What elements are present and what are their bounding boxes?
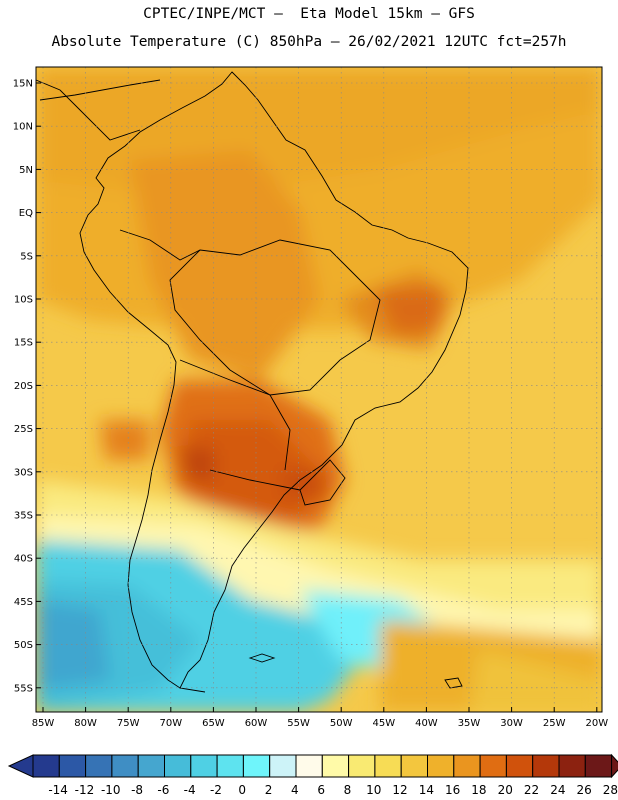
colorbar-label: 6 [317,783,325,797]
colorbar-swatch [111,754,139,778]
islands [248,653,463,689]
lon-label: 40W [415,718,438,729]
lat-label: 35S [14,511,33,522]
lon-label: 30W [500,718,523,729]
colorbar-swatch [348,754,376,778]
colorbar-label: 10 [366,783,381,797]
colorbar-swatch [58,754,87,778]
lon-label: 55W [287,718,310,729]
colorbar-label: 22 [524,783,539,797]
colorbar-swatch [400,754,429,778]
colorbar-label: -8 [131,783,143,797]
lat-label: 15S [14,338,33,349]
lat-label: 5N [19,165,33,176]
colorbar-swatch [505,754,534,778]
lat-label: 30S [14,467,33,478]
lat-label: 20S [14,381,33,392]
colorbar-label: -4 [184,783,196,797]
colorbar-label: 2 [265,783,273,797]
colorbar-label: 0 [238,783,246,797]
colorbar-swatch [427,754,455,778]
lat-label: 55S [14,683,33,694]
header-line-1: CPTEC/INPE/MCT – Eta Model 15km – GFS [143,6,475,22]
lat-label: 50S [14,640,33,651]
lat-label: 5S [20,251,33,262]
colorbar-swatch [479,754,507,778]
lon-label: 50W [330,718,353,729]
lon-label: 70W [159,718,182,729]
colorbar-swatch [584,754,613,778]
colorbar-label: 4 [291,783,299,797]
colorbar-swatch [190,754,218,778]
colorbar-low-arrow [7,754,34,778]
colorbar-swatch [321,754,350,778]
colorbar-swatch [242,754,271,778]
colorbar-label: -6 [157,783,169,797]
colorbar-label: -12 [75,783,95,797]
colorbar-swatch [32,754,60,778]
lon-label: 45W [372,718,395,729]
lon-label: 25W [543,718,566,729]
coastlines [36,71,469,693]
lon-label: 20W [585,718,608,729]
colorbar-label: 26 [577,783,592,797]
lat-label: 10N [13,122,33,133]
colorbar-swatch [558,754,586,778]
lat-label: 10S [14,295,33,306]
colorbar-swatch [216,754,244,778]
colorbar-swatch [85,754,113,778]
lat-label: EQ [19,208,33,219]
colorbar-swatch [453,754,481,778]
colorbar-swatch [137,754,165,778]
header-line-2: Absolute Temperature (C) 850hPa – 26/02/… [51,34,567,50]
lat-label: 25S [14,424,33,435]
colorbar-label: -10 [101,783,121,797]
lon-label: 80W [74,718,97,729]
lon-label: 65W [202,718,225,729]
colorbar-swatch [374,754,402,778]
colorbar-swatch [164,754,192,778]
map-frame [35,66,603,713]
lon-label: 85W [32,718,55,729]
colorbar-swatch [295,754,323,778]
lon-label: 75W [117,718,140,729]
graticule [36,67,602,712]
colorbar-swatch [532,754,560,778]
colorbar-label: -2 [210,783,222,797]
lat-label: 45S [14,597,33,608]
temperature-field [36,67,602,712]
colorbar-label: 24 [550,783,565,797]
lat-label: 15N [13,79,33,90]
colorbar-high-arrow [611,753,618,779]
colorbar-label: 28 [603,783,618,797]
colorbar-label: 18 [471,783,486,797]
colorbar-label: 8 [344,783,352,797]
colorbar-swatch [269,754,297,778]
colorbar-label: 20 [498,783,513,797]
lon-label: 35W [458,718,481,729]
colorbar-label: 16 [445,783,460,797]
lat-label: 40S [14,554,33,565]
colorbar-label: 14 [419,783,434,797]
colorbar-label: 12 [392,783,407,797]
lon-label: 60W [245,718,268,729]
color-legend: -14 -12 -10 -8 -6 -4 -2 0 2 4 6 8 10 12 14 16 18 20 22 24 26… [7,753,618,797]
colorbar-label: -14 [48,783,68,797]
